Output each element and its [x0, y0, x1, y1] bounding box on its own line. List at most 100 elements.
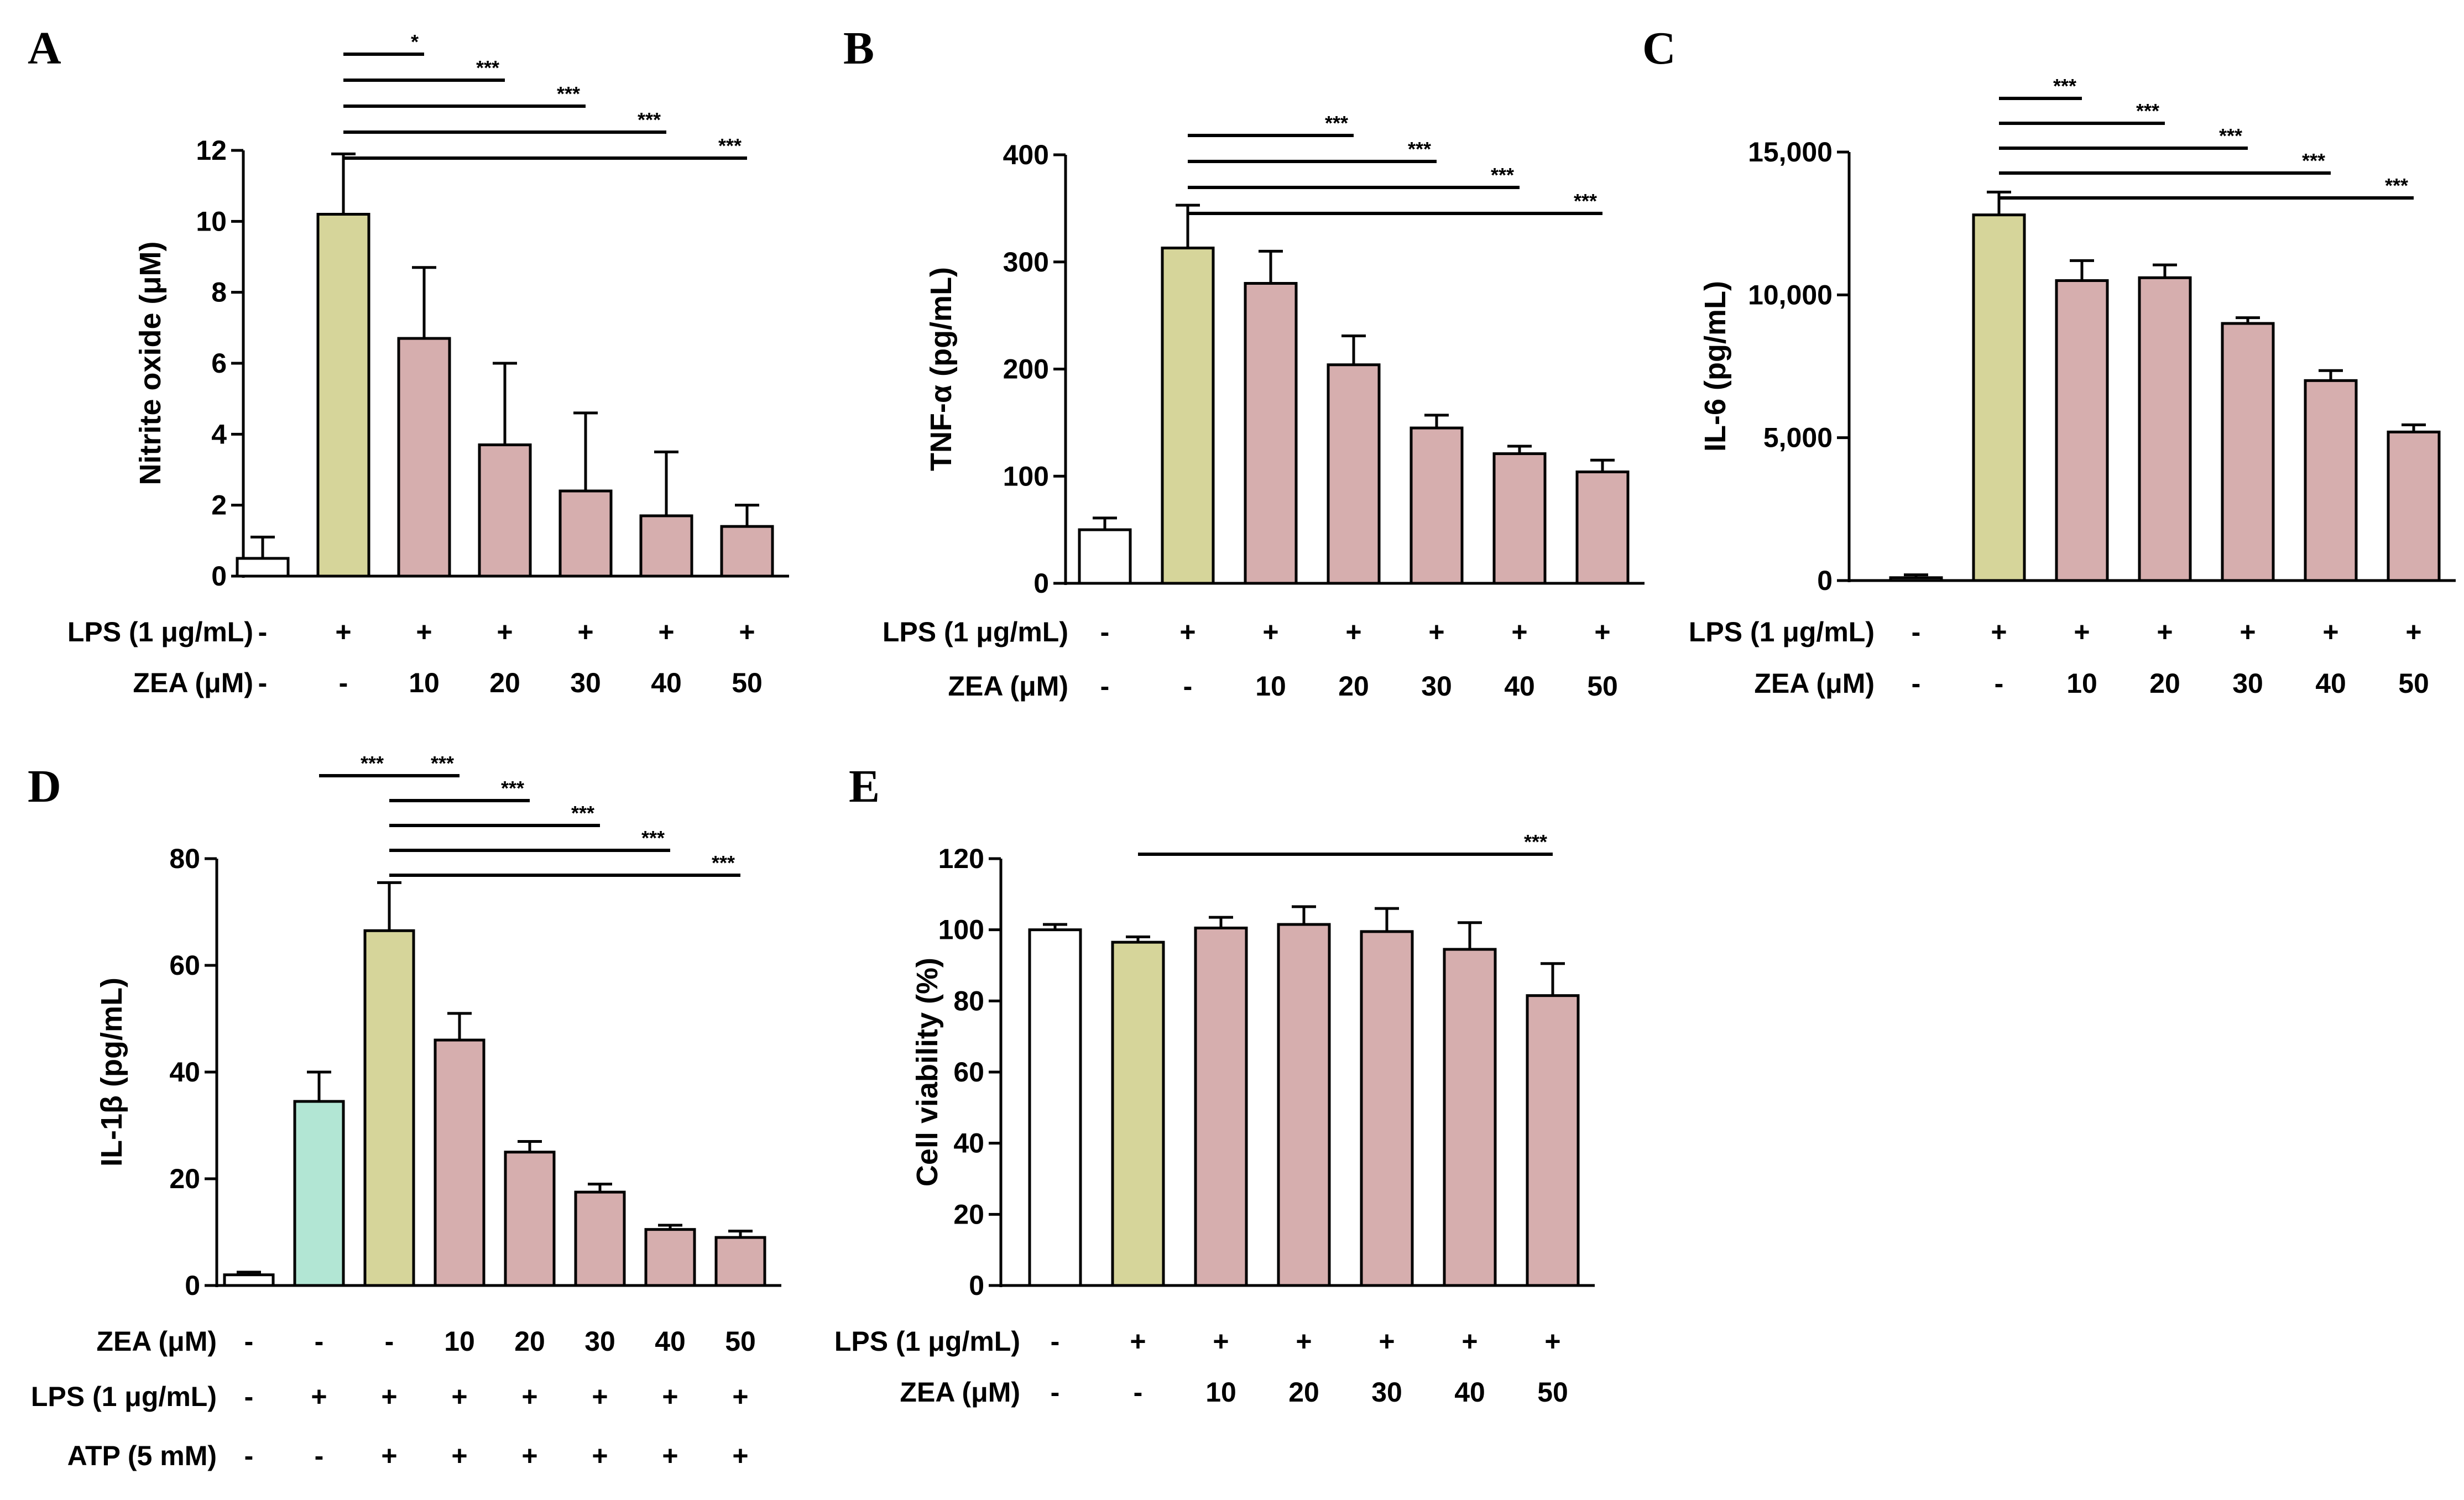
condition-value: + [2405, 616, 2421, 647]
significance-label: *** [1524, 830, 1547, 853]
condition-value: - [244, 1440, 254, 1471]
condition-value: + [1511, 616, 1527, 647]
condition-value: + [2322, 616, 2338, 647]
bar [714, 1236, 766, 1287]
condition-value: 10 [444, 1326, 475, 1357]
y-tick-label: 100 [1003, 461, 1049, 492]
y-axis-label: IL-6 (pg/mL) [1699, 281, 1732, 452]
bar [1526, 994, 1580, 1287]
bar [1194, 926, 1248, 1287]
y-tick-label: 40 [169, 1057, 200, 1088]
condition-row-label: ATP (5 mM) [67, 1440, 217, 1471]
panel-letter: B [843, 23, 874, 74]
bar [223, 1273, 275, 1287]
condition-value: + [2074, 616, 2090, 647]
condition-value: + [662, 1440, 678, 1471]
condition-row-label: ZEA (μM) [96, 1326, 217, 1357]
condition-value: 10 [2066, 668, 2097, 699]
y-tick-label: 80 [169, 843, 200, 874]
y-tick-label: 0 [211, 561, 227, 592]
condition-value: 50 [2398, 668, 2429, 699]
bar [2055, 279, 2109, 582]
bar [1277, 923, 1331, 1287]
y-tick-label: 2 [211, 490, 227, 521]
y-tick-label: 60 [953, 1057, 984, 1088]
significance-label: *** [557, 82, 580, 105]
significance-label: *** [571, 802, 594, 824]
condition-value: - [339, 667, 348, 698]
condition-value: 40 [1504, 671, 1535, 702]
y-tick-label: 40 [953, 1128, 984, 1159]
condition-value: + [1130, 1326, 1146, 1357]
condition-value: 20 [1288, 1377, 1319, 1408]
y-tick-label: 15,000 [1748, 137, 1833, 168]
condition-value: 50 [725, 1326, 756, 1357]
significance-label: *** [638, 108, 661, 131]
significance-label: *** [431, 752, 454, 775]
condition-value: 30 [1421, 671, 1452, 702]
panel-letter: E [849, 761, 880, 812]
condition-value: + [592, 1440, 608, 1471]
significance-label: *** [1325, 112, 1348, 134]
bar [2221, 322, 2275, 582]
condition-value: + [577, 616, 593, 647]
y-tick-label: 60 [169, 950, 200, 981]
y-tick-label: 300 [1003, 247, 1049, 278]
condition-value: 30 [570, 667, 601, 698]
condition-value: + [1428, 616, 1444, 647]
y-tick-label: 120 [938, 843, 984, 874]
bar [1443, 948, 1497, 1287]
y-tick-label: 0 [185, 1270, 200, 1301]
condition-value: - [1100, 671, 1110, 702]
y-tick-label: 20 [169, 1163, 200, 1194]
condition-value: + [1179, 616, 1196, 647]
panel-letter: A [28, 23, 61, 74]
condition-value: 20 [1338, 671, 1369, 702]
condition-value: + [381, 1381, 397, 1412]
condition-value: 40 [655, 1326, 686, 1357]
condition-row-label: ZEA (μM) [1754, 668, 1875, 699]
bar [2387, 430, 2441, 582]
condition-value: + [732, 1440, 748, 1471]
condition-value: 40 [651, 667, 682, 698]
y-tick-label: 400 [1003, 139, 1049, 170]
condition-value: 30 [2232, 668, 2263, 699]
bar [363, 929, 415, 1287]
y-tick-label: 0 [1817, 565, 1833, 596]
condition-value: 30 [584, 1326, 615, 1357]
condition-value: + [739, 616, 755, 647]
y-tick-label: 0 [969, 1270, 984, 1301]
condition-value: - [1912, 668, 1921, 699]
bar [1889, 576, 1943, 582]
bar [504, 1151, 556, 1287]
condition-row-label: LPS (1 μg/mL) [31, 1381, 217, 1412]
significance-label: *** [2053, 75, 2076, 97]
condition-row-label: LPS (1 μg/mL) [67, 616, 253, 647]
bar [1078, 528, 1132, 585]
condition-value: 10 [409, 667, 440, 698]
bar [293, 1100, 345, 1287]
y-tick-label: 100 [938, 914, 984, 945]
condition-value: 30 [1371, 1377, 1402, 1408]
bar [558, 489, 613, 578]
condition-value: 10 [1255, 671, 1286, 702]
significance-label: *** [2136, 100, 2159, 122]
condition-value: + [451, 1381, 467, 1412]
y-tick-label: 6 [211, 348, 227, 379]
condition-value: - [1051, 1377, 1060, 1408]
significance-label: *** [718, 134, 742, 157]
bar [1111, 940, 1165, 1287]
bar [720, 525, 774, 578]
bar [2138, 276, 2192, 582]
condition-row-label: LPS (1 μg/mL) [1689, 616, 1875, 647]
condition-value: 10 [1205, 1377, 1236, 1408]
significance-label: *** [1574, 190, 1597, 212]
condition-row-label: LPS (1 μg/mL) [883, 616, 1068, 647]
condition-value: - [1912, 616, 1921, 647]
condition-row-label: ZEA (μM) [900, 1377, 1020, 1408]
y-axis-label: Cell viability (%) [911, 958, 944, 1187]
condition-row-label: LPS (1 μg/mL) [834, 1326, 1020, 1357]
panel-letter: C [1642, 23, 1676, 74]
bar [478, 443, 532, 578]
